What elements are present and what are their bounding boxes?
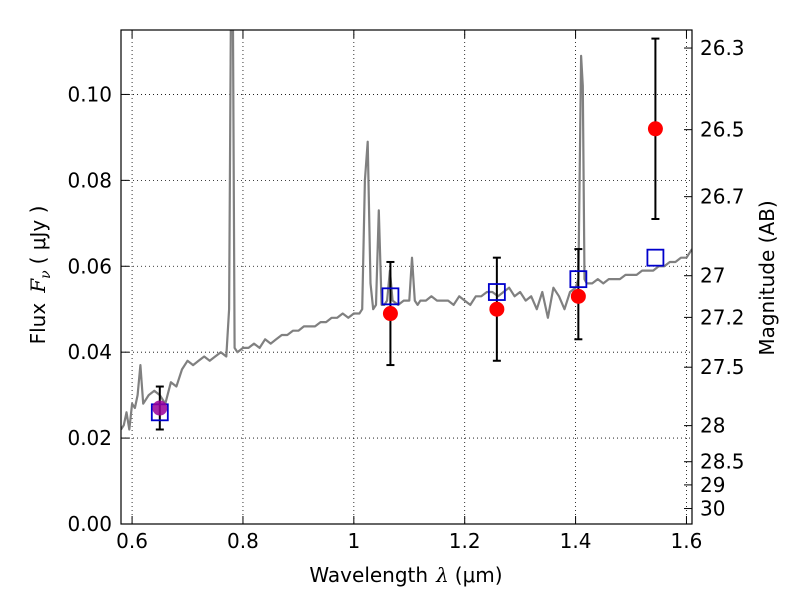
x-tick-label: 1.6 xyxy=(671,529,703,553)
x-tick-label: 1.2 xyxy=(449,529,481,553)
x-axis-label: Wavelength λ (μm) xyxy=(309,563,502,587)
observed-photometry-point xyxy=(382,306,398,322)
model-spectrum-polyline xyxy=(121,30,692,431)
y2-tick-label: 28 xyxy=(700,414,725,438)
model-spectrum-line xyxy=(121,30,692,431)
y2-tick-label: 30 xyxy=(700,497,725,521)
y2-tick-label: 27.2 xyxy=(700,305,745,329)
observed-photometry-point xyxy=(489,301,505,317)
y2-tick-label: 28.5 xyxy=(700,450,745,474)
y2-tick-label: 27 xyxy=(700,264,725,288)
x-tick-label: 1.4 xyxy=(560,529,592,553)
model-photometry-point xyxy=(569,270,588,289)
y-tick-label: 0.04 xyxy=(67,340,112,364)
y-tick-label: 0.08 xyxy=(67,168,112,192)
observed-photometry-markers xyxy=(152,121,663,416)
model-photometry-point xyxy=(487,283,506,301)
y2-tick-label: 26.3 xyxy=(700,36,745,60)
y-ticks: 0.00 0.02 0.04 0.06 0.08 0.10 xyxy=(67,82,129,536)
observed-photometry-point xyxy=(647,121,663,137)
observed-photometry-point xyxy=(570,288,586,304)
plot-frame xyxy=(120,29,693,525)
model-photometry-point xyxy=(646,248,665,267)
y2-tick-label: 26.7 xyxy=(700,185,745,209)
x-tick-label: 0.6 xyxy=(116,529,148,553)
x-ticks: 0.6 0.8 1 1.2 1.4 1.6 xyxy=(116,30,702,553)
model-photometry-markers xyxy=(150,248,665,422)
y-axis-label: FluxFν( μJy ) xyxy=(26,206,54,345)
y2-tick-label: 29 xyxy=(700,473,725,497)
y-tick-label: 0.06 xyxy=(67,254,112,278)
y-tick-label: 0.10 xyxy=(67,82,112,106)
model-photometry-point xyxy=(381,287,400,306)
x-tick-label: 1 xyxy=(347,529,360,553)
y-tick-label: 0.00 xyxy=(67,512,112,536)
y-tick-label: 0.02 xyxy=(67,426,112,450)
y2-tick-label: 26.5 xyxy=(700,118,745,142)
y2-axis-label: Magnitude (AB) xyxy=(755,200,779,355)
y2-tick-label: 27.5 xyxy=(700,355,745,379)
x-tick-label: 0.8 xyxy=(227,529,259,553)
grid xyxy=(121,30,692,525)
observed-photometry-point xyxy=(152,400,168,416)
